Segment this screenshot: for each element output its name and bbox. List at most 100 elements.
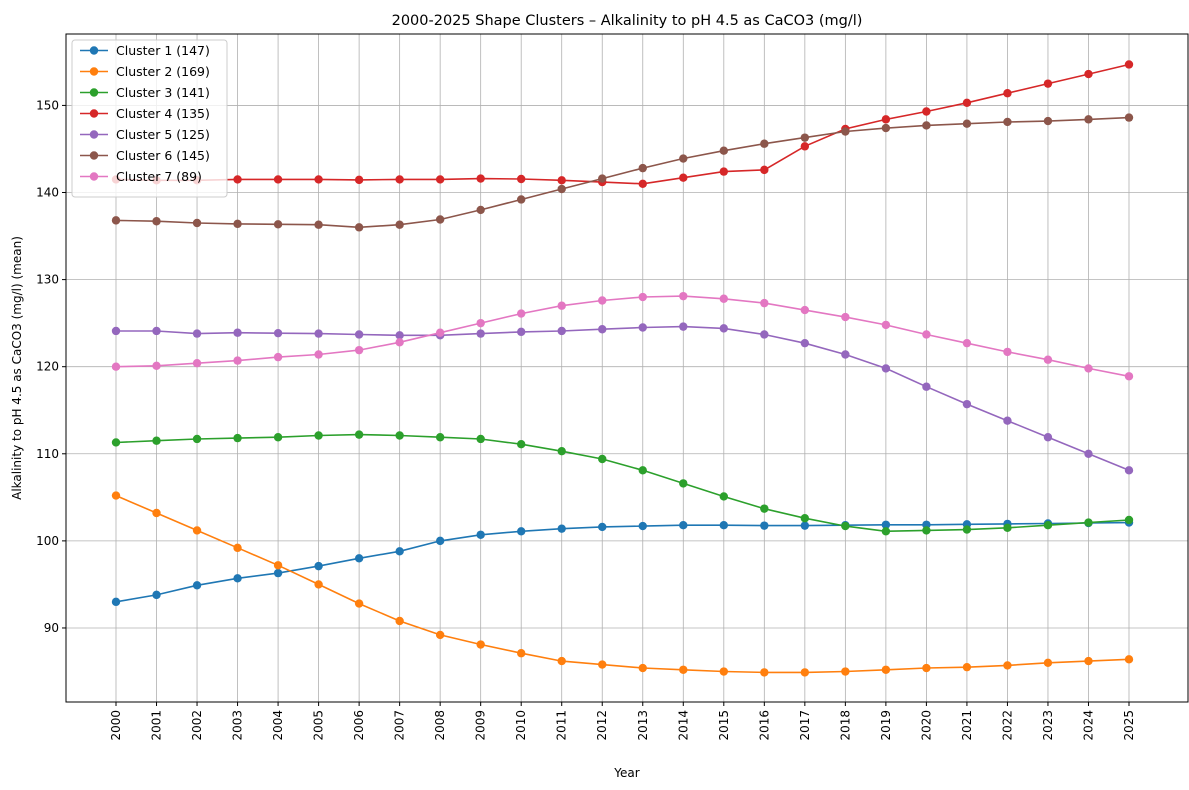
data-point [192,434,202,444]
data-point [314,175,323,184]
data-point [962,525,972,534]
y-tick-label: 90 [44,621,59,635]
data-point [517,174,526,184]
x-tick-label: 2021 [960,710,974,741]
data-point [719,521,728,530]
data-point [111,326,121,336]
data-point [354,345,364,355]
x-tick-label: 2017 [798,710,812,741]
x-tick-label: 2022 [1000,710,1014,741]
data-point [476,329,485,338]
data-point [1003,416,1012,425]
x-tick-label: 2006 [352,710,366,741]
data-point [395,175,404,184]
data-point [881,123,891,133]
data-point [841,350,850,359]
x-axis-label: Year [613,766,639,780]
data-point [679,479,688,488]
data-point [719,294,728,303]
data-point [638,179,647,188]
data-point [354,554,364,563]
data-point [719,167,728,176]
data-point [800,338,810,348]
data-point [435,215,445,224]
data-point [1084,115,1093,124]
data-point [476,434,485,444]
legend-box [71,39,228,198]
series-3 [111,430,1134,536]
data-point [435,433,445,442]
series-layer [111,60,1134,677]
legend-swatch-marker [89,46,99,55]
data-point [273,352,283,362]
data-point [517,649,526,658]
data-point [719,492,728,501]
x-tick-label: 2008 [433,710,447,741]
data-point [557,326,566,336]
data-point [152,326,161,336]
data-point [152,508,161,518]
data-point [962,119,972,128]
y-axis-label: Alkalinity to pH 4.5 as CaCO3 (mg/l) (me… [10,236,24,500]
data-point [476,530,485,539]
x-tick-label: 2011 [555,710,569,741]
y-tick-label: 110 [36,447,59,461]
x-tick-label: 2019 [879,710,893,741]
y-axis: 90 100 110 120 130 140 150 [36,98,66,635]
chart-title: 2000-2025 Shape Clusters – Alkalinity to… [392,13,863,29]
data-point [760,330,769,339]
data-point [354,599,364,608]
data-point [233,219,242,229]
x-tick-label: 2020 [919,710,933,741]
data-point [1124,113,1134,122]
data-point [314,350,323,359]
data-point [1084,449,1093,458]
data-point [273,175,283,184]
data-point [192,218,202,228]
data-point [111,597,121,607]
x-tick-label: 2009 [474,710,488,741]
y-tick-label: 150 [36,98,59,112]
grid-lines [66,34,1188,702]
data-point [395,547,404,556]
data-point [476,174,485,183]
x-tick-label: 2010 [514,710,528,741]
series-line [116,325,1130,472]
data-point [152,436,161,445]
x-tick-label: 2003 [231,710,245,741]
data-point [314,431,323,440]
data-point [841,127,850,136]
data-point [1043,521,1053,530]
y-tick-label: 140 [36,186,59,200]
data-point [557,184,566,194]
data-point [679,521,688,530]
data-point [517,327,526,337]
data-point [395,616,404,626]
data-point [557,301,566,310]
data-point [679,665,688,674]
data-point [881,364,891,373]
series-6 [111,113,1134,232]
x-tick-label: 2013 [636,710,650,741]
x-tick-label: 2000 [109,710,123,741]
data-point [354,330,364,339]
data-point [800,514,810,523]
data-point [719,146,728,155]
data-point [1043,355,1053,364]
legend-label: Cluster 3 (141) [116,85,210,100]
data-point [1003,117,1012,127]
data-point [435,175,445,184]
data-point [233,356,242,365]
x-tick-label: 2018 [838,710,852,741]
data-point [841,521,850,531]
legend-swatch-marker [89,130,99,139]
data-point [476,205,485,215]
data-point [111,362,121,371]
data-point [638,466,647,475]
data-point [557,524,566,533]
series-line [115,295,1130,378]
data-point [314,580,323,589]
data-point [233,433,242,443]
data-point [557,446,566,456]
